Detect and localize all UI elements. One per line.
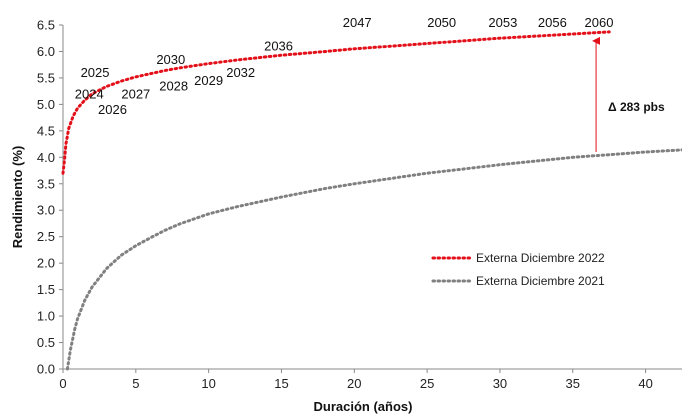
year-label: 2060 xyxy=(585,15,614,30)
y-ticks: 0.0 0.5 1.0 1.5 2.0 2.5 3.0 3.5 4.0 4.5 5.0 5.5 6.0 6… xyxy=(37,18,63,377)
y-tick-label: 2.0 xyxy=(37,256,55,271)
year-label: 2025 xyxy=(81,65,110,80)
y-tick-label: 0.0 xyxy=(37,362,55,377)
spread-label: Δ 283 pbs xyxy=(608,100,665,114)
year-label: 2053 xyxy=(488,15,517,30)
y-tick-label: 1.5 xyxy=(37,282,55,297)
year-label: 2056 xyxy=(538,15,567,30)
x-tick-label: 35 xyxy=(566,376,580,391)
x-tick-label: 30 xyxy=(493,376,507,391)
year-label: 2047 xyxy=(343,15,372,30)
y-tick-label: 5.0 xyxy=(37,97,55,112)
x-tick-label: 0 xyxy=(59,376,66,391)
year-label: 2029 xyxy=(194,73,223,88)
year-label: 2050 xyxy=(427,15,456,30)
x-tick-label: 10 xyxy=(201,376,215,391)
x-ticks: 0 5 10 15 20 25 30 35 40 xyxy=(59,369,653,391)
year-label: 2030 xyxy=(156,52,185,67)
y-tick-label: 6.5 xyxy=(37,18,55,33)
year-label: 2036 xyxy=(264,39,293,54)
x-tick-label: 20 xyxy=(347,376,361,391)
x-axis: 0 5 10 15 20 25 30 35 40 xyxy=(59,368,682,391)
series-layer xyxy=(61,30,682,371)
y-tick-label: 4.0 xyxy=(37,150,55,165)
y-tick-label: 5.5 xyxy=(37,70,55,85)
y-tick-label: 4.5 xyxy=(37,123,55,138)
x-tick-label: 40 xyxy=(638,376,652,391)
year-label: 2028 xyxy=(159,78,188,93)
y-tick-label: 6.0 xyxy=(37,44,55,59)
legend-label-2022: Externa Diciembre 2022 xyxy=(476,251,605,265)
x-tick-label: 15 xyxy=(274,376,288,391)
legend: Externa Diciembre 2022 Externa Diciembre… xyxy=(431,251,605,288)
y-tick-label: 0.5 xyxy=(37,335,55,350)
x-tick-label: 25 xyxy=(420,376,434,391)
legend-label-2021: Externa Diciembre 2021 xyxy=(476,274,605,288)
spread-annotation: Δ 283 pbs xyxy=(592,36,665,153)
y-tick-label: 3.0 xyxy=(37,203,55,218)
y-tick-label: 1.0 xyxy=(37,309,55,324)
year-label: 2027 xyxy=(121,86,150,101)
y-axis: 0.0 0.5 1.0 1.5 2.0 2.5 3.0 3.5 4.0 4.5 5.0 5.5 6.0 6… xyxy=(37,18,64,377)
y-axis-title: Rendimiento (%) xyxy=(10,146,25,249)
series-line-2022 xyxy=(61,30,611,175)
year-label: 2032 xyxy=(226,65,255,80)
x-tick-label: 5 xyxy=(132,376,139,391)
x-axis-title: Duración (años) xyxy=(314,399,413,414)
year-label: 2024 xyxy=(75,86,104,101)
series-line-2021 xyxy=(65,148,682,371)
y-tick-label: 3.5 xyxy=(37,176,55,191)
year-label: 2026 xyxy=(98,102,127,117)
y-tick-label: 2.5 xyxy=(37,229,55,244)
